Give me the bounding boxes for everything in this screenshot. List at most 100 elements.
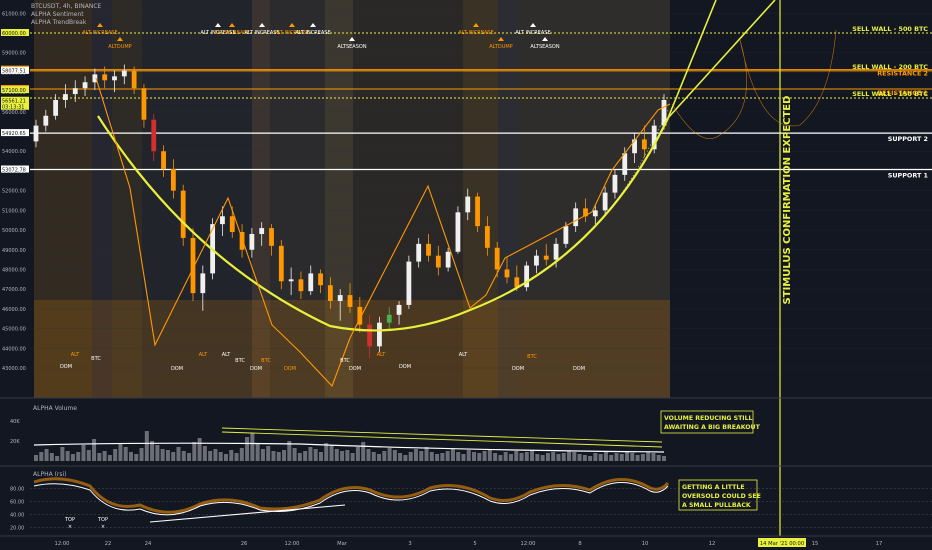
top-signal-label: ALT INCREASE bbox=[274, 30, 309, 36]
top-signal-label: ALT INCREASE bbox=[295, 30, 330, 36]
volume-bar bbox=[123, 447, 128, 461]
volume-bar bbox=[482, 451, 487, 461]
candle-body bbox=[200, 273, 206, 294]
volume-bar bbox=[318, 452, 323, 461]
candle-body bbox=[112, 76, 117, 81]
volume-bar bbox=[144, 431, 149, 461]
indicator-sentiment: ALPHA Sentiment bbox=[31, 11, 84, 18]
candle-body bbox=[386, 314, 392, 323]
candle-body bbox=[534, 255, 539, 266]
stimulus-annotation: STIMULUS CONFIRMATION EXPECTED bbox=[782, 96, 793, 305]
time-tick-label: 12:00 bbox=[55, 541, 70, 547]
bottom-signal-label: BTC bbox=[235, 358, 245, 364]
volume-bar bbox=[297, 453, 302, 461]
candle-body bbox=[435, 255, 441, 268]
volume-bar bbox=[662, 456, 666, 461]
volume-bar bbox=[424, 447, 429, 461]
volume-bar bbox=[292, 448, 297, 461]
volume-bar bbox=[39, 452, 44, 461]
volume-bar bbox=[450, 449, 455, 461]
volume-bar bbox=[598, 454, 603, 461]
time-tick-label: 3 bbox=[408, 541, 411, 547]
volume-bar bbox=[371, 452, 376, 461]
volume-bar bbox=[271, 451, 276, 461]
volume-bar bbox=[171, 452, 176, 461]
candle-body bbox=[651, 125, 657, 150]
volume-bar bbox=[60, 447, 65, 461]
candle-body bbox=[229, 216, 235, 233]
top-signal-label: ALT INCREASE bbox=[515, 30, 550, 36]
price-tick-label: 46000.00 bbox=[2, 307, 26, 313]
candle-body bbox=[396, 304, 402, 315]
cup-curve bbox=[97, 115, 669, 332]
candlestick-series bbox=[33, 64, 667, 359]
candle-body bbox=[72, 88, 78, 95]
volume-bar bbox=[651, 453, 656, 461]
price-tick-label: 59000.00 bbox=[2, 51, 26, 57]
time-cursor-bg bbox=[758, 538, 806, 547]
price-tag-label: 53072.78 bbox=[2, 167, 26, 173]
volume-bar bbox=[609, 455, 614, 461]
volume-bar bbox=[593, 453, 598, 461]
candle-body bbox=[161, 151, 166, 169]
volume-bar bbox=[508, 454, 513, 461]
level-label: SELL WALL - 500 BTC bbox=[852, 25, 928, 33]
price-tick-label: 48000.00 bbox=[2, 267, 26, 273]
rsi-trendline bbox=[149, 504, 346, 523]
volume-bar bbox=[255, 444, 260, 461]
top-signal-label: ALTDUMP bbox=[108, 44, 131, 50]
volume-bar bbox=[308, 447, 313, 461]
volume-bar bbox=[128, 452, 133, 461]
signal-arrow bbox=[473, 23, 479, 27]
volume-bar bbox=[477, 453, 482, 461]
volume-bar bbox=[202, 446, 207, 461]
time-tick-label: 26 bbox=[241, 541, 248, 547]
candle-body bbox=[475, 196, 480, 227]
volume-bar bbox=[155, 445, 160, 461]
volume-bar bbox=[324, 443, 329, 461]
signal-arrow bbox=[97, 23, 103, 27]
bottom-signal-label: BTC bbox=[261, 358, 271, 364]
price-tag-bg bbox=[1, 102, 29, 110]
volume-bar bbox=[440, 453, 445, 461]
top-signal-label: ALT INCREASE bbox=[82, 30, 117, 36]
volume-bar bbox=[181, 451, 186, 461]
signal-arrow bbox=[229, 23, 235, 27]
candle-body bbox=[92, 74, 98, 83]
candle-body bbox=[327, 285, 333, 301]
volume-bar bbox=[176, 447, 181, 461]
price-tag-label: 60000.00 bbox=[2, 31, 26, 37]
signal-arrow bbox=[498, 37, 504, 41]
level-label: SUPPORT 2 bbox=[888, 135, 928, 143]
time-tick-label: 17 bbox=[876, 541, 883, 547]
volume-bar bbox=[461, 454, 466, 461]
volume-bar bbox=[165, 450, 170, 461]
top-signal-label: ALTSEASON bbox=[337, 44, 366, 50]
bottom-signal-label: ALT bbox=[222, 352, 232, 358]
bottom-signal-label: BTC bbox=[340, 358, 350, 364]
price-tick-label: 47000.00 bbox=[2, 287, 26, 293]
volume-note-line-2: AWAITING A BIG BREAKOUT bbox=[664, 424, 761, 431]
volume-bar bbox=[408, 452, 413, 461]
volume-bar bbox=[630, 453, 635, 461]
rsi-top-marker: TOP bbox=[97, 517, 108, 523]
volume-bar bbox=[134, 454, 139, 461]
volume-bar bbox=[382, 451, 387, 461]
volume-bar bbox=[419, 451, 424, 461]
price-tick-label: 56000.00 bbox=[2, 110, 26, 116]
top-signal-label: ALTSEASON bbox=[530, 44, 559, 50]
volume-bar bbox=[86, 450, 91, 461]
bottom-signal-label: ALT bbox=[377, 352, 387, 358]
candle-body bbox=[249, 234, 255, 250]
projection-path bbox=[671, 29, 837, 139]
breakout-projection bbox=[667, 0, 776, 119]
chart-symbol: BTCUSDT, 4h, BINANCE bbox=[31, 3, 102, 10]
candle-body bbox=[416, 243, 422, 262]
time-tick-label: 22 bbox=[105, 541, 112, 547]
signal-arrow bbox=[215, 23, 221, 27]
rsi-title: ALPHA (rsi) bbox=[33, 471, 67, 478]
rsi-top-cross: × bbox=[101, 524, 105, 530]
price-axis: 61000.0059000.0058000.0057000.0056000.00… bbox=[1, 11, 29, 372]
